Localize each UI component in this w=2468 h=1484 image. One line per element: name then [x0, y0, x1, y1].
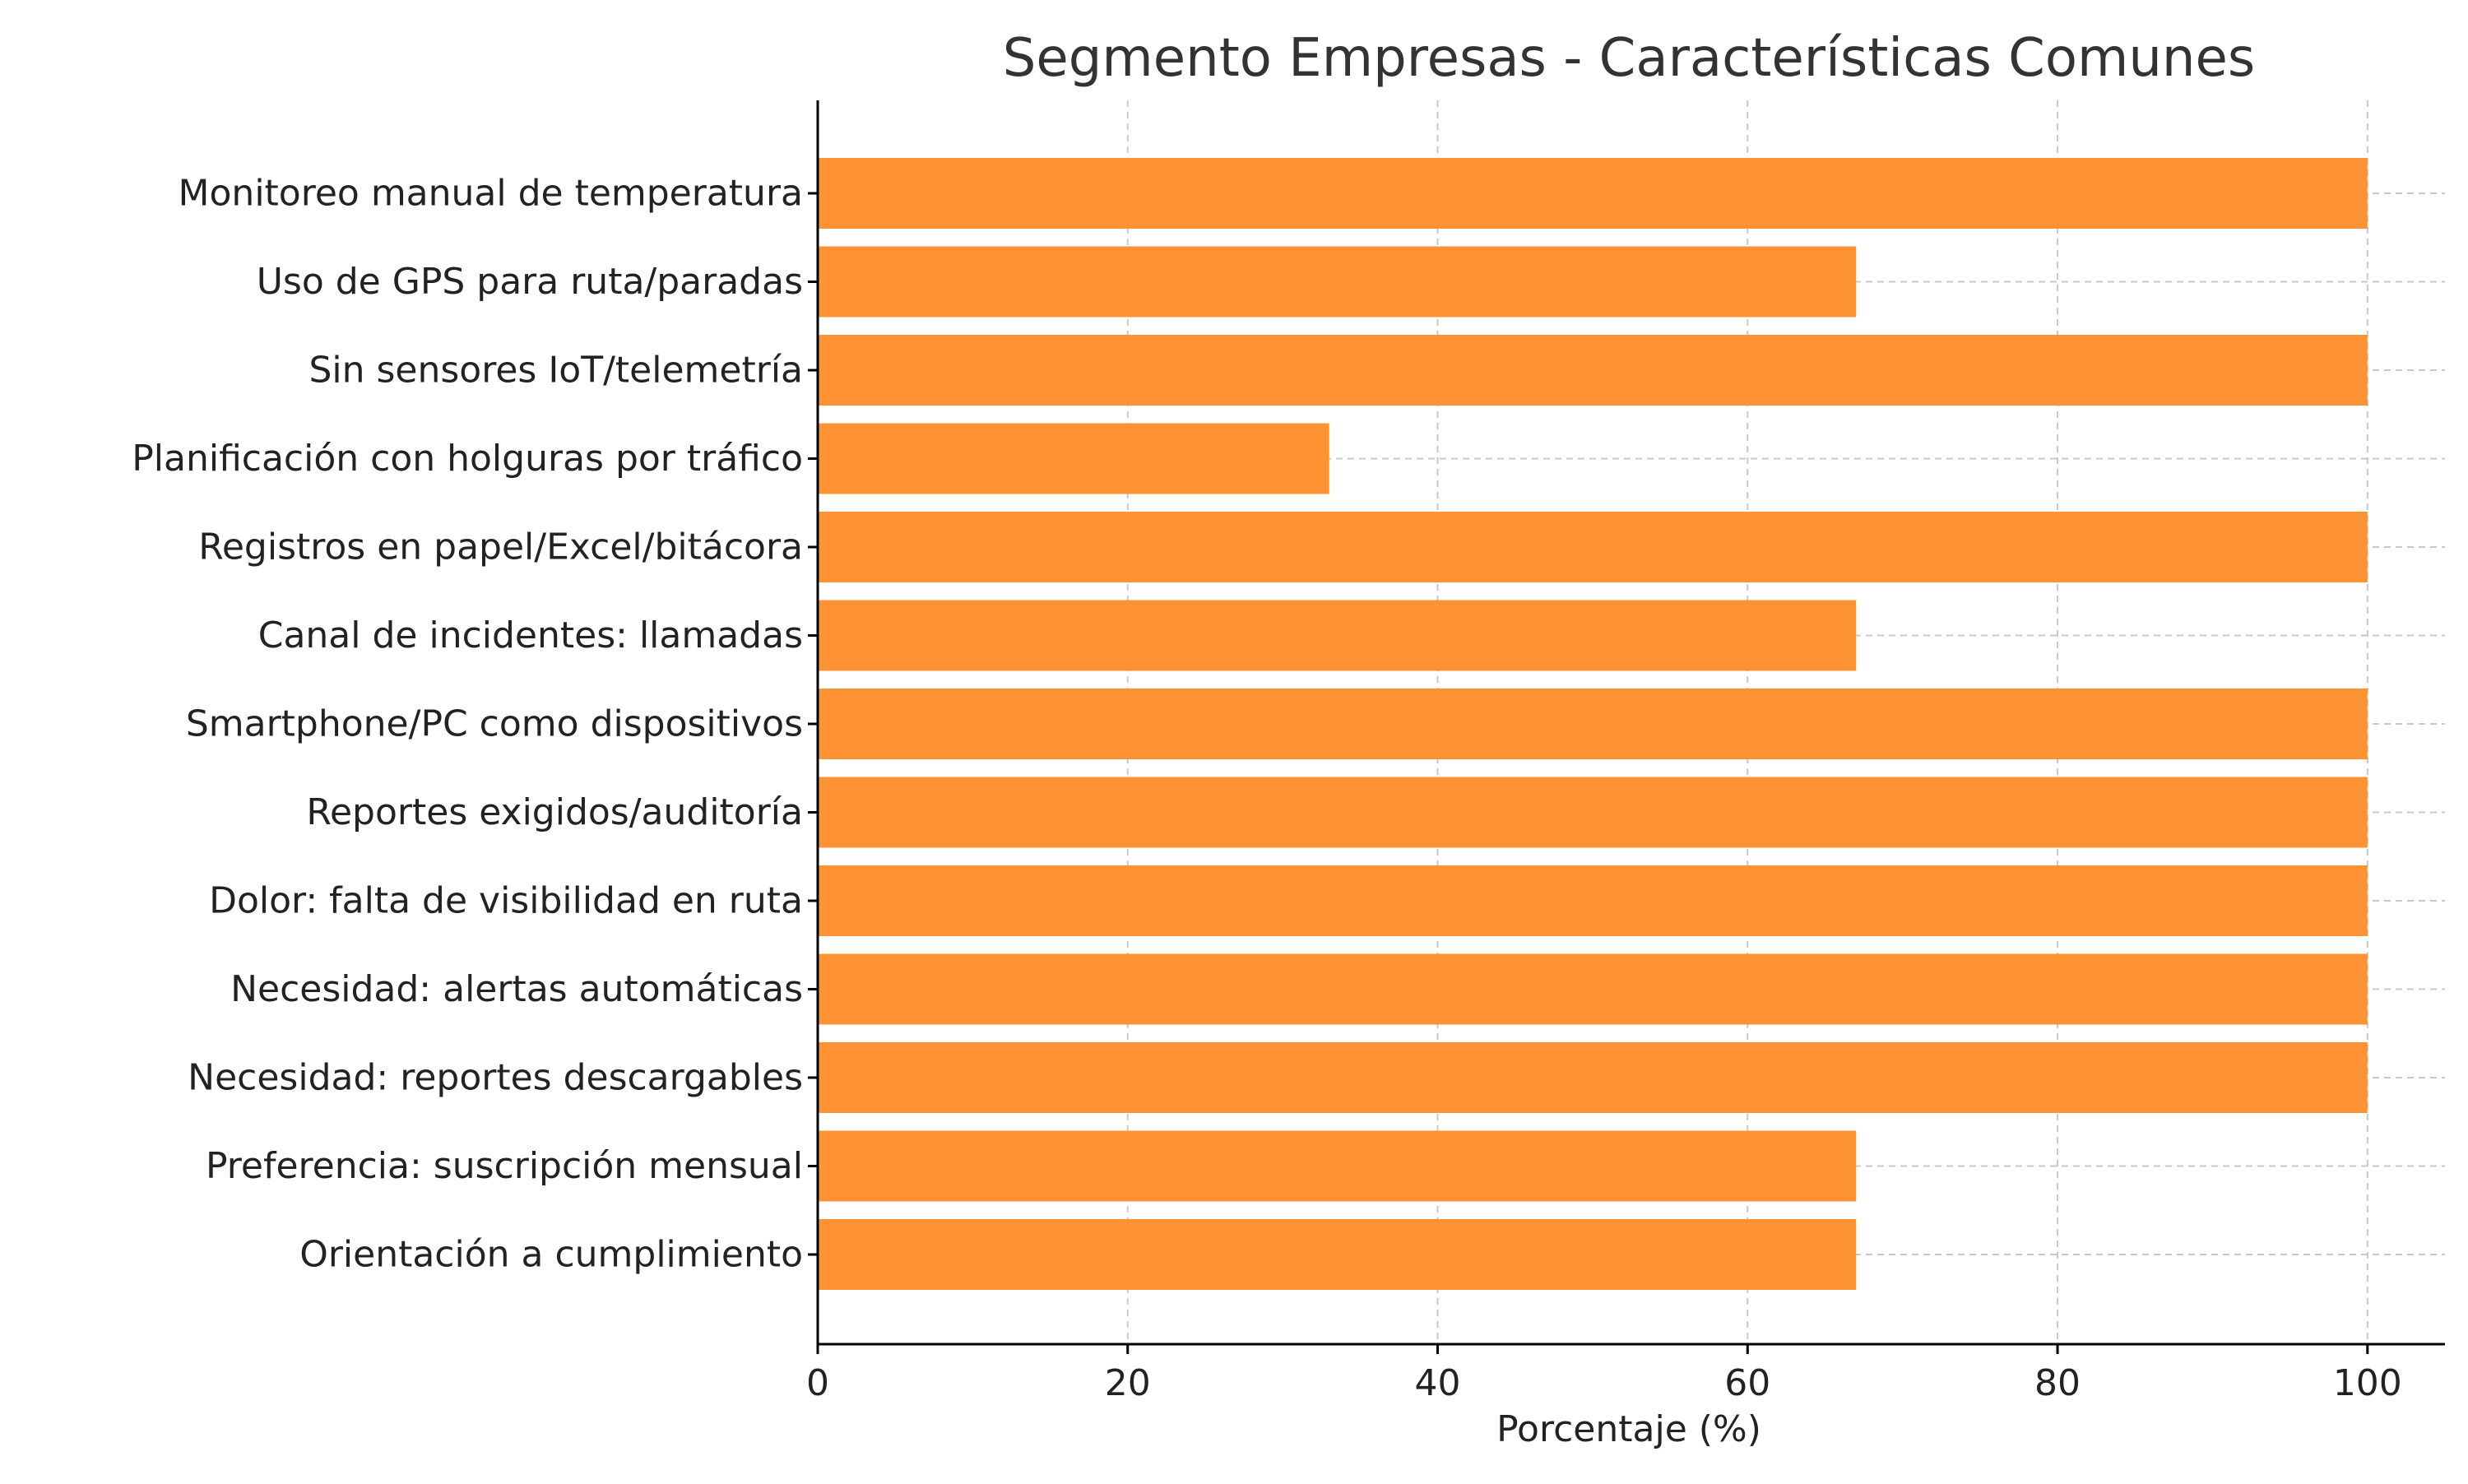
bar: [818, 246, 1857, 318]
y-tick-label: Registros en papel/Excel/bitácora: [198, 526, 803, 568]
bar: [818, 1219, 1857, 1290]
y-tick-label: Necesidad: reportes descargables: [188, 1057, 803, 1099]
y-tick-label: Necesidad: alertas automáticas: [230, 968, 803, 1010]
x-tick-labels: 0 20 40 60 80 100: [806, 1362, 2402, 1404]
bar: [818, 158, 2368, 229]
x-tick-label: 0: [806, 1362, 829, 1404]
bar: [818, 423, 1329, 494]
bar: [818, 512, 2368, 582]
y-tick-label: Smartphone/PC como dispositivos: [186, 703, 803, 745]
x-tick-label: 60: [1724, 1362, 1770, 1404]
y-tick-label: Monitoreo manual de temperatura: [179, 173, 803, 215]
bars: [818, 158, 2368, 1290]
y-tick-labels: Monitoreo manual de temperatura Uso de GP…: [132, 173, 803, 1276]
bar: [818, 335, 2368, 406]
y-tick-label: Dolor: falta de visibilidad en ruta: [209, 880, 803, 922]
bar: [818, 953, 2368, 1025]
y-tick-label: Planificación con holguras por tráfico: [132, 438, 803, 480]
bar: [818, 865, 2368, 936]
x-axis-label: Porcentaje (%): [1496, 1408, 1761, 1450]
x-tick-label: 40: [1415, 1362, 1461, 1404]
x-tick-label: 100: [2333, 1362, 2402, 1404]
y-tick-label: Canal de incidentes: llamadas: [258, 614, 803, 656]
y-tick-label: Preferencia: suscripción mensual: [206, 1145, 803, 1187]
y-tick-label: Uso de GPS para ruta/paradas: [257, 261, 803, 303]
bar: [818, 777, 2368, 848]
y-tick-label: Reportes exigidos/auditoría: [306, 791, 803, 833]
axes: [808, 100, 2445, 1354]
x-tick-label: 80: [2034, 1362, 2081, 1404]
y-tick-label: Sin sensores IoT/telemetría: [308, 350, 803, 392]
chart-title: Segmento Empresas - Características Comu…: [1003, 28, 2255, 89]
bar: [818, 1042, 2368, 1113]
y-tick-label: Orientación a cumplimiento: [299, 1234, 803, 1276]
x-tick-label: 20: [1105, 1362, 1151, 1404]
bar: [818, 689, 2368, 759]
bar: [818, 600, 1857, 671]
bar: [818, 1130, 1857, 1202]
